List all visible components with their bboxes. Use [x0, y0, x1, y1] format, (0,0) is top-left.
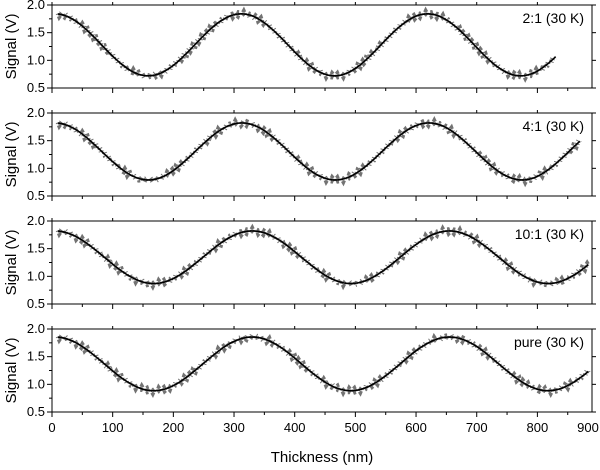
x-tick-label: 100: [102, 420, 124, 435]
y-tick-label: 2.0: [27, 213, 45, 228]
x-tick-label: 900: [577, 420, 599, 435]
panel-frame-2: [51, 112, 593, 197]
y-tick-label: 1.0: [27, 52, 45, 67]
y-axis-label: Signal (V): [3, 122, 20, 188]
x-tick-label: 0: [48, 420, 55, 435]
panel-label-2: 4:1 (30 K): [523, 118, 584, 134]
x-tick-label: 800: [527, 420, 549, 435]
panel-label-3: 10:1 (30 K): [515, 226, 584, 242]
data-series-1: [55, 6, 558, 84]
x-tick-label: 700: [466, 420, 488, 435]
y-tick-label: 2.0: [27, 321, 45, 336]
panel-frame-1: [51, 4, 593, 89]
data-series-3: [55, 223, 591, 291]
y-tick-label: 0.5: [27, 188, 45, 203]
panel-label-4: pure (30 K): [514, 334, 584, 350]
y-tick-label: 0.5: [27, 296, 45, 311]
y-axis-label: Signal (V): [3, 230, 20, 296]
y-tick-label: 1.5: [27, 349, 45, 364]
y-axis-label: Signal (V): [3, 14, 20, 80]
y-tick-label: 0.5: [27, 80, 45, 95]
panel-frame-4: [51, 328, 593, 413]
y-axis-label: Signal (V): [3, 338, 20, 404]
y-tick-label: 2.0: [27, 105, 45, 120]
y-tick-label: 0.5: [27, 404, 45, 419]
y-tick-label: 1.5: [27, 133, 45, 148]
x-tick-label: 600: [405, 420, 427, 435]
fit-line-1: [57, 13, 557, 77]
y-tick-label: 1.5: [27, 25, 45, 40]
y-tick-label: 1.0: [27, 160, 45, 175]
y-tick-label: 2.0: [27, 0, 45, 12]
y-tick-label: 1.0: [27, 268, 45, 283]
fit-line-2: [57, 122, 581, 181]
data-series-4: [55, 329, 591, 399]
x-axis-label: Thickness (nm): [271, 449, 374, 466]
x-tick-label: 200: [162, 420, 184, 435]
fit-line-3: [57, 230, 589, 285]
x-tick-label: 500: [345, 420, 367, 435]
panel-label-1: 2:1 (30 K): [523, 10, 584, 26]
y-tick-label: 1.5: [27, 241, 45, 256]
y-tick-label: 1.0: [27, 376, 45, 391]
x-tick-label: 400: [284, 420, 306, 435]
fit-line-4: [57, 336, 589, 392]
x-tick-label: 300: [223, 420, 245, 435]
